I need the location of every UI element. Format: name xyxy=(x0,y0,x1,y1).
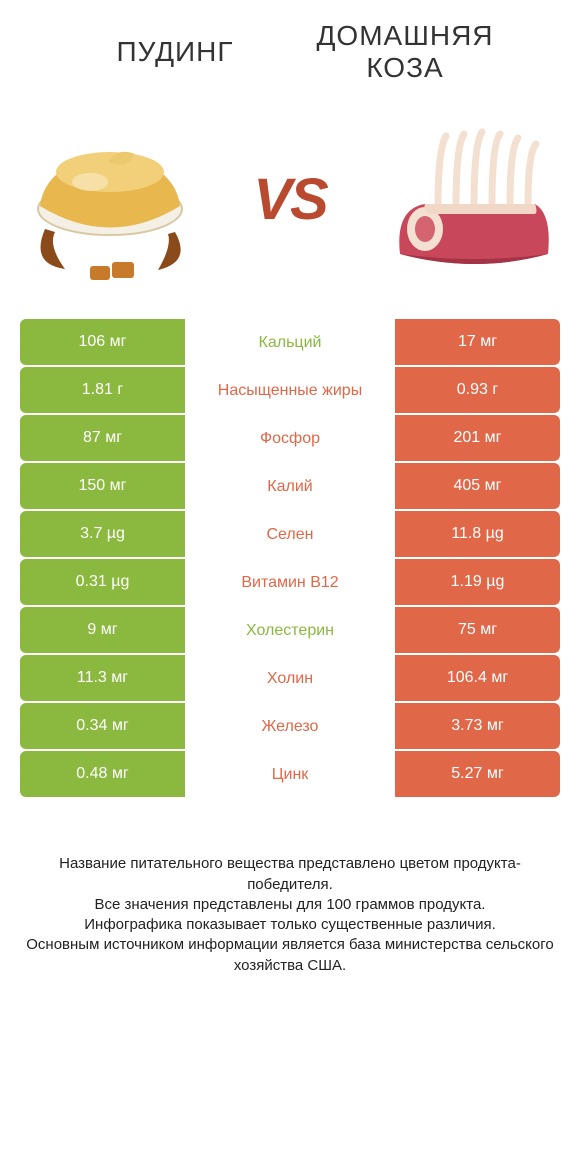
left-value-cell: 0.31 µg xyxy=(20,559,185,605)
table-row: 0.31 µgВитамин B121.19 µg xyxy=(20,559,560,607)
footer-notes: Название питательного вещества представл… xyxy=(20,854,560,996)
table-row: 11.3 мгХолин106.4 мг xyxy=(20,655,560,703)
right-value-cell: 11.8 µg xyxy=(395,511,560,557)
footer-line3: Инфографика показывает только существенн… xyxy=(25,915,555,935)
right-product-title: ДОМАШНЯЯ КОЗА xyxy=(290,20,520,84)
infographic-container: ПУДИНГ ДОМАШНЯЯ КОЗА VS xyxy=(0,0,580,1016)
right-title-line2: КОЗА xyxy=(290,52,520,84)
table-row: 87 мгФосфор201 мг xyxy=(20,415,560,463)
right-value-cell: 201 мг xyxy=(395,415,560,461)
table-row: 150 мгКалий405 мг xyxy=(20,463,560,511)
nutrient-label: Кальций xyxy=(185,319,395,365)
left-value-cell: 0.34 мг xyxy=(20,703,185,749)
vs-label: VS xyxy=(253,166,326,233)
right-value-cell: 5.27 мг xyxy=(395,751,560,797)
table-row: 9 мгХолестерин75 мг xyxy=(20,607,560,655)
right-value-cell: 106.4 мг xyxy=(395,655,560,701)
right-value-cell: 75 мг xyxy=(395,607,560,653)
goat-meat-image xyxy=(380,114,560,284)
header-row: ПУДИНГ ДОМАШНЯЯ КОЗА xyxy=(20,20,560,84)
right-title-line1: ДОМАШНЯЯ xyxy=(290,20,520,52)
table-row: 1.81 гНасыщенные жиры0.93 г xyxy=(20,367,560,415)
right-value-cell: 17 мг xyxy=(395,319,560,365)
left-value-cell: 3.7 µg xyxy=(20,511,185,557)
footer-line4: Основным источником информации является … xyxy=(25,935,555,976)
table-row: 3.7 µgСелен11.8 µg xyxy=(20,511,560,559)
nutrient-label: Калий xyxy=(185,463,395,509)
left-value-cell: 0.48 мг xyxy=(20,751,185,797)
nutrient-label: Селен xyxy=(185,511,395,557)
nutrient-label: Витамин B12 xyxy=(185,559,395,605)
nutrient-label: Железо xyxy=(185,703,395,749)
right-value-cell: 3.73 мг xyxy=(395,703,560,749)
footer-line1: Название питательного вещества представл… xyxy=(25,854,555,895)
left-value-cell: 150 мг xyxy=(20,463,185,509)
pudding-image xyxy=(20,114,200,284)
left-product-title: ПУДИНГ xyxy=(60,36,290,68)
left-value-cell: 87 мг xyxy=(20,415,185,461)
left-value-cell: 106 мг xyxy=(20,319,185,365)
nutrient-label: Холестерин xyxy=(185,607,395,653)
table-row: 0.48 мгЦинк5.27 мг xyxy=(20,751,560,799)
left-value-cell: 11.3 мг xyxy=(20,655,185,701)
table-row: 106 мгКальций17 мг xyxy=(20,319,560,367)
left-value-cell: 9 мг xyxy=(20,607,185,653)
nutrient-label: Цинк xyxy=(185,751,395,797)
nutrient-label: Фосфор xyxy=(185,415,395,461)
nutrient-table: 106 мгКальций17 мг1.81 гНасыщенные жиры0… xyxy=(20,319,560,799)
nutrient-label: Насыщенные жиры xyxy=(185,367,395,413)
vs-row: VS xyxy=(20,114,560,284)
right-value-cell: 0.93 г xyxy=(395,367,560,413)
table-row: 0.34 мгЖелезо3.73 мг xyxy=(20,703,560,751)
nutrient-label: Холин xyxy=(185,655,395,701)
left-value-cell: 1.81 г xyxy=(20,367,185,413)
right-value-cell: 1.19 µg xyxy=(395,559,560,605)
footer-line2: Все значения представлены для 100 граммо… xyxy=(25,895,555,915)
right-value-cell: 405 мг xyxy=(395,463,560,509)
